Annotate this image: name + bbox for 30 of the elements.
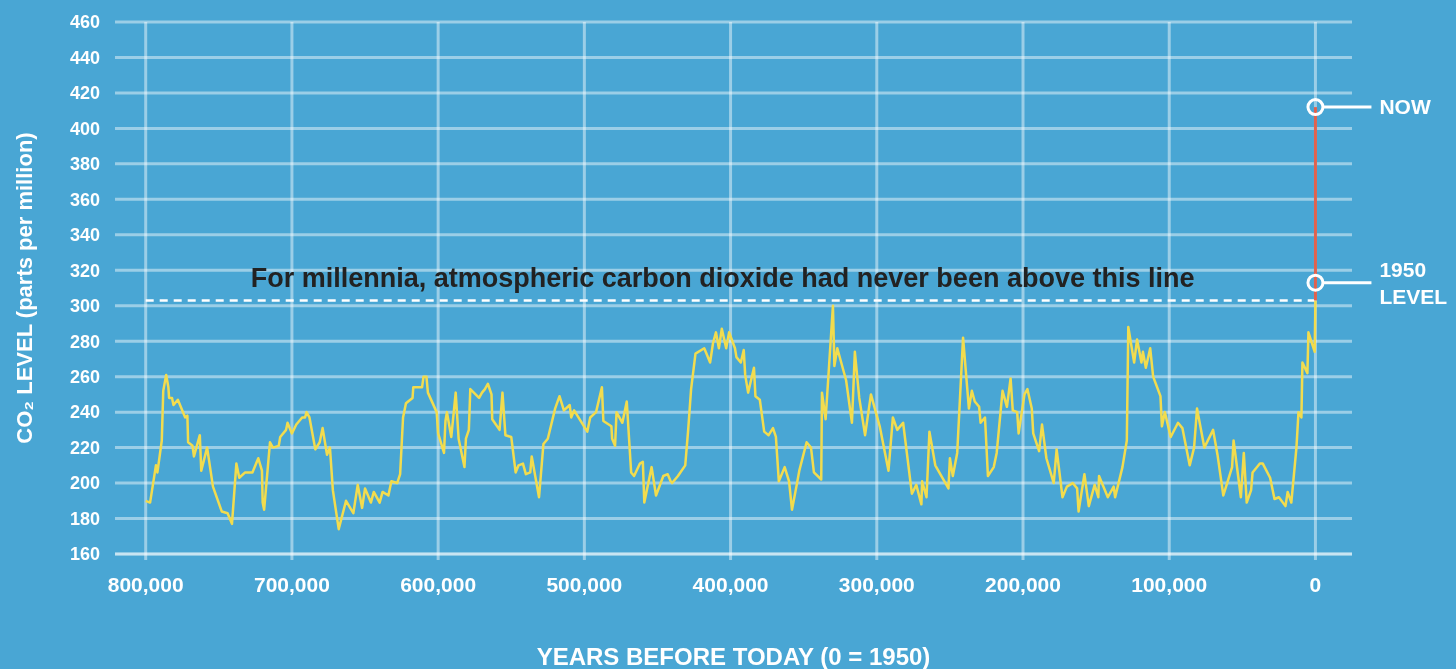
x-tick-label: 0 (1309, 573, 1322, 596)
y-tick-label: 340 (69, 225, 100, 246)
y-tick-label: 400 (69, 118, 100, 139)
line-series (144, 299, 1317, 531)
x-tick-label: 300,000 (838, 573, 915, 596)
x-tick-label: 100,000 (1131, 573, 1208, 596)
y-tick-label: 420 (69, 83, 100, 104)
x-tick-label: 800,000 (107, 573, 184, 596)
annotation: NOW (1379, 95, 1431, 119)
y-tick-label: 380 (69, 154, 100, 175)
y-tick-label: 240 (69, 402, 100, 423)
y-tick-label: 460 (69, 12, 100, 33)
y-tick-label: 200 (69, 473, 100, 494)
x-tick-label: 400,000 (692, 573, 769, 596)
y-axis-title: CO₂ LEVEL (parts per million) (12, 132, 37, 444)
y-tick-label: 220 (69, 437, 100, 458)
y-tick-label: 260 (69, 366, 100, 387)
y-tick-label: 300 (69, 296, 100, 317)
x-tick-label: 600,000 (400, 573, 477, 596)
y-tick-label: 320 (69, 260, 100, 281)
x-tick-label: 200,000 (985, 573, 1061, 596)
y-tick-label: 280 (69, 331, 100, 352)
annotation: 1950 LEVEL (1379, 258, 1448, 309)
ref-line-label: For millennia, atmospheric carbon dioxide had never been above this line (250, 263, 1195, 294)
y-tick-label: 160 (69, 544, 100, 565)
y-tick-label: 180 (69, 508, 100, 529)
y-tick-label: 440 (69, 47, 100, 68)
x-tick-label: 700,000 (253, 573, 330, 596)
y-tick-label: 360 (69, 189, 100, 210)
x-tick-label: 500,000 (546, 573, 623, 596)
